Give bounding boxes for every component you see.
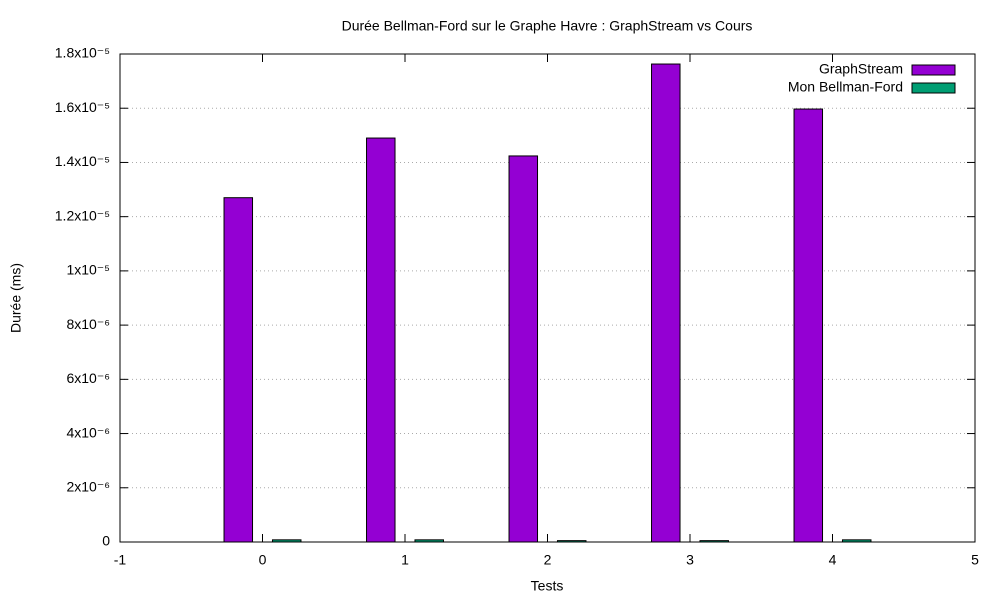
bar xyxy=(366,137,396,543)
bar xyxy=(841,539,872,543)
x-tick-label: 0 xyxy=(259,552,267,568)
bar xyxy=(699,540,729,543)
y-axis-label: Durée (ms) xyxy=(8,263,24,333)
y-tick-label: 1.6x10⁻⁵ xyxy=(55,99,110,115)
y-tick-label: 6x10⁻⁶ xyxy=(66,370,110,386)
y-tick-label: 1.2x10⁻⁵ xyxy=(55,207,110,223)
bar xyxy=(508,155,539,543)
x-tick-label: -1 xyxy=(114,552,127,568)
x-tick-label: 1 xyxy=(401,552,409,568)
y-tick-label: 0 xyxy=(102,533,110,549)
bar xyxy=(651,63,681,543)
legend-swatch xyxy=(911,82,956,94)
x-tick-label: 5 xyxy=(971,552,979,568)
x-tick-label: 4 xyxy=(829,552,837,568)
legend-label: GraphStream xyxy=(819,61,903,77)
bar xyxy=(271,539,302,543)
chart-title: Durée Bellman-Ford sur le Graphe Havre :… xyxy=(342,18,753,34)
y-tick-label: 1.4x10⁻⁵ xyxy=(55,153,110,169)
x-axis-label: Tests xyxy=(531,578,564,594)
legend-label: Mon Bellman-Ford xyxy=(788,79,903,95)
y-tick-label: 1.8x10⁻⁵ xyxy=(55,45,110,61)
x-tick-label: 2 xyxy=(544,552,552,568)
legend-swatch xyxy=(911,64,956,76)
y-tick-label: 8x10⁻⁶ xyxy=(66,316,110,332)
y-tick-label: 2x10⁻⁶ xyxy=(66,478,110,494)
x-tick-label: 3 xyxy=(686,552,694,568)
bar xyxy=(223,197,254,543)
bar xyxy=(414,539,444,543)
bar xyxy=(793,108,824,543)
y-tick-label: 1x10⁻⁵ xyxy=(66,262,110,278)
plot-border xyxy=(119,53,976,543)
y-tick-label: 4x10⁻⁶ xyxy=(66,424,110,440)
bar xyxy=(556,540,587,543)
